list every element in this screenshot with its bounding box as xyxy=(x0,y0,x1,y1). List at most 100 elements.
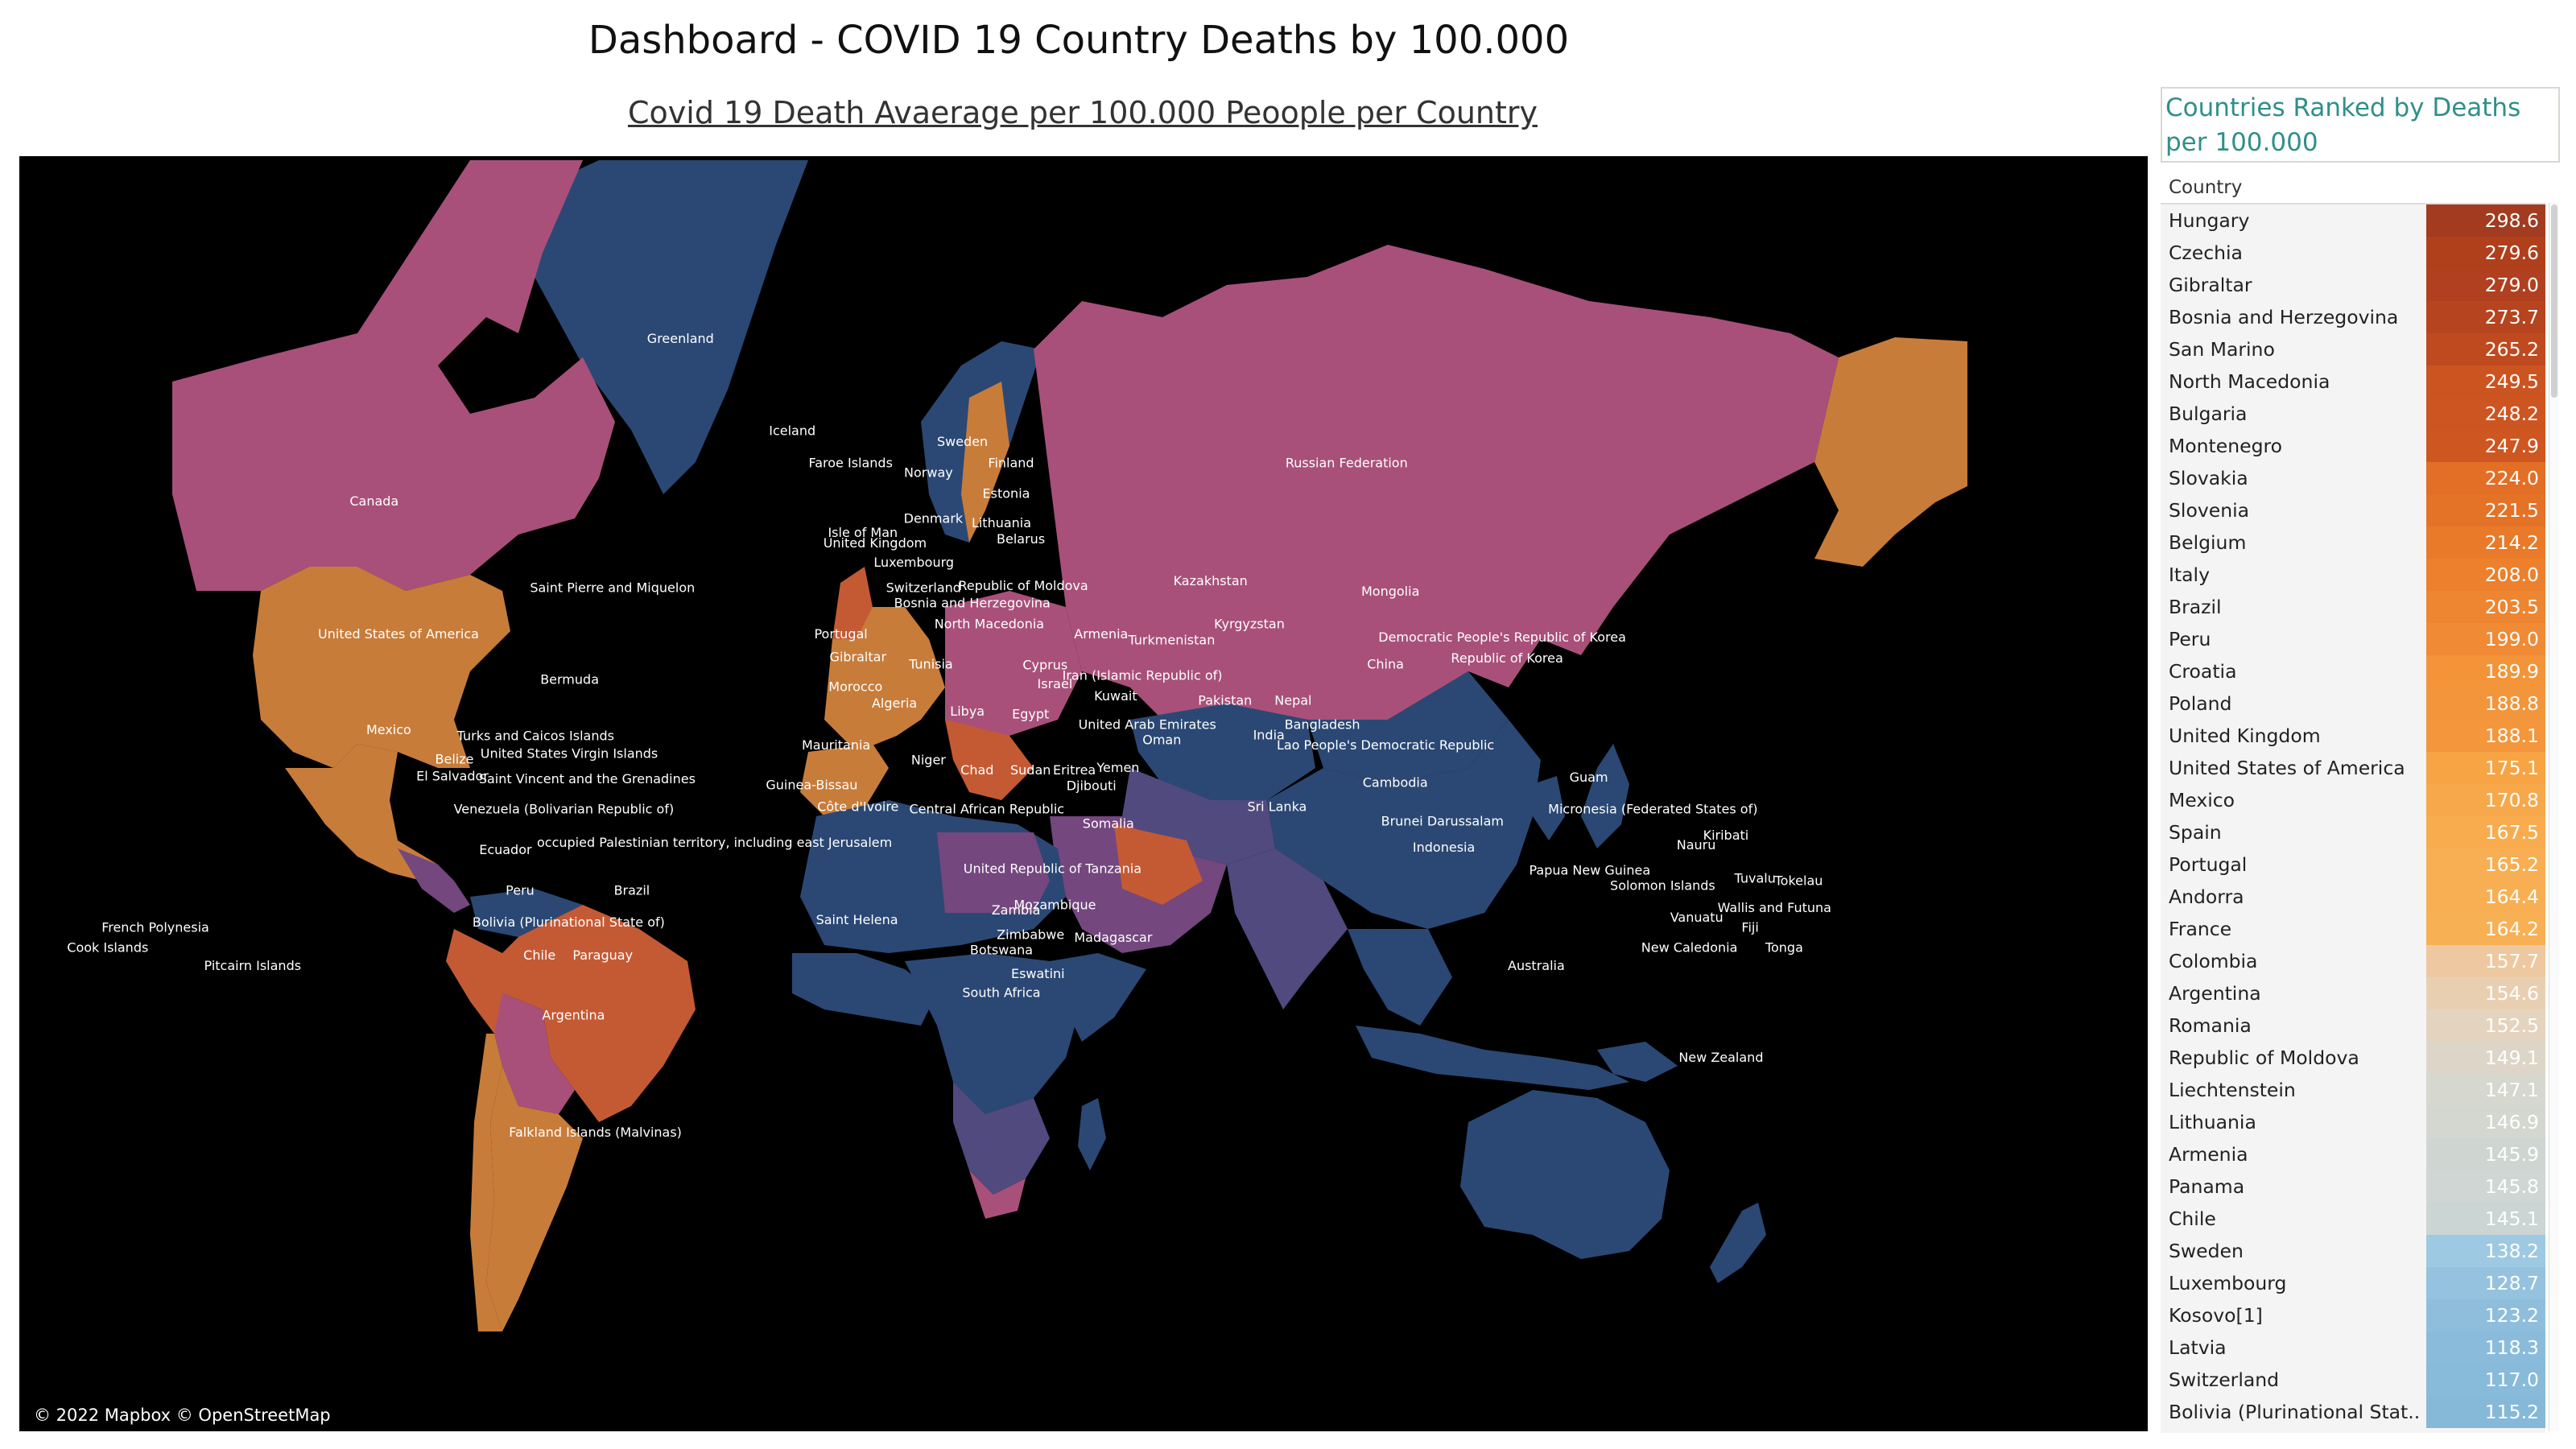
balkans-shape[interactable] xyxy=(945,720,1034,800)
korea-shape[interactable] xyxy=(1533,776,1565,840)
ranking-row[interactable]: France 164.2 xyxy=(2161,913,2545,945)
country-label: Mauritania xyxy=(802,737,870,753)
world-map[interactable]: Greenland Canada Iceland Faroe Islands Swede… xyxy=(19,156,2148,1431)
country-label: Lithuania xyxy=(972,515,1031,530)
ranking-row[interactable]: Switzerland 117.0 xyxy=(2161,1364,2545,1396)
horn-africa-shape[interactable] xyxy=(1050,953,1146,1042)
ranking-row[interactable]: Slovenia 221.5 xyxy=(2161,494,2545,526)
ranking-row[interactable]: Mexico 170.8 xyxy=(2161,784,2545,816)
uk-shape[interactable] xyxy=(832,567,873,639)
ranking-death-value: 146.9 xyxy=(2426,1106,2545,1138)
brazil-shape[interactable] xyxy=(502,905,696,1122)
ranking-row[interactable]: Peru 199.0 xyxy=(2161,623,2545,655)
ranking-row[interactable]: Montenegro 247.9 xyxy=(2161,430,2545,462)
ranking-row[interactable]: Portugal 165.2 xyxy=(2161,848,2545,881)
ranking-scrollbar[interactable] xyxy=(2549,203,2559,1431)
ranking-row[interactable]: Spain 167.5 xyxy=(2161,816,2545,848)
ranking-row[interactable]: Hungary 298.6 xyxy=(2161,204,2545,237)
map-attribution[interactable]: © 2022 Mapbox © OpenStreetMap xyxy=(29,1404,336,1426)
ranking-row[interactable]: Belgium 214.2 xyxy=(2161,526,2545,559)
south-africa-shape[interactable] xyxy=(969,1170,1026,1219)
map-title: Covid 19 Death Avaerage per 100.000 Peoo… xyxy=(627,95,1538,130)
ranking-death-value: 224.0 xyxy=(2426,462,2545,494)
ranking-row[interactable]: Gibraltar 279.0 xyxy=(2161,269,2545,301)
ranking-country-name: Armenia xyxy=(2169,1143,2248,1166)
ranking-row[interactable]: Romania 152.5 xyxy=(2161,1009,2545,1042)
ranking-row[interactable]: Bosnia and Herzegovina 273.7 xyxy=(2161,301,2545,333)
ranking-row[interactable]: United States of America 175.1 xyxy=(2161,752,2545,784)
ranking-row[interactable]: United Kingdom 188.1 xyxy=(2161,720,2545,752)
ranking-row[interactable]: Italy 208.0 xyxy=(2161,559,2545,591)
country-column-header[interactable]: Country xyxy=(2169,177,2243,198)
southern-africa-shape[interactable] xyxy=(953,1082,1050,1195)
iran-shape[interactable] xyxy=(1114,824,1203,905)
ranking-row[interactable]: Croatia 189.9 xyxy=(2161,655,2545,687)
ranking-row[interactable]: Bulgaria 248.2 xyxy=(2161,398,2545,430)
country-label: Kuwait xyxy=(1094,688,1137,704)
australia-shape[interactable] xyxy=(1460,1090,1670,1259)
russia-shape[interactable] xyxy=(1034,245,1839,720)
india-shape[interactable] xyxy=(1227,848,1348,1009)
china-shape[interactable] xyxy=(1267,720,1541,929)
country-label: Micronesia (Federated States of) xyxy=(1548,801,1757,816)
country-label: Israel xyxy=(1038,676,1073,691)
canada-shape[interactable] xyxy=(172,160,615,591)
usa-shape[interactable] xyxy=(253,567,510,768)
ranking-row[interactable]: Chile 145.1 xyxy=(2161,1203,2545,1235)
chile-shape[interactable] xyxy=(470,1034,502,1331)
ranking-row[interactable]: North Macedonia 249.5 xyxy=(2161,365,2545,398)
alaska-shape[interactable] xyxy=(1814,337,1967,567)
ranking-country-name: Kosovo[1] xyxy=(2169,1304,2263,1327)
ranking-row[interactable]: Brazil 203.5 xyxy=(2161,591,2545,623)
central-america-shape[interactable] xyxy=(398,848,470,913)
ranking-row[interactable]: Sweden 138.2 xyxy=(2161,1235,2545,1267)
mexico-shape[interactable] xyxy=(285,744,438,881)
western-europe-shape[interactable] xyxy=(824,607,945,752)
ranking-row[interactable]: Armenia 145.9 xyxy=(2161,1138,2545,1170)
ranking-country-name: Portugal xyxy=(2169,853,2248,876)
ranking-row[interactable]: Slovakia 224.0 xyxy=(2161,462,2545,494)
southeast-asia-shape[interactable] xyxy=(1348,929,1452,1026)
central-africa-shape[interactable] xyxy=(905,953,1082,1114)
country-label: Iran (Islamic Republic of) xyxy=(1063,668,1223,683)
ranking-row[interactable]: Liechtenstein 147.1 xyxy=(2161,1074,2545,1106)
ranking-row[interactable]: San Marino 265.2 xyxy=(2161,333,2545,365)
ranking-row[interactable]: Lithuania 146.9 xyxy=(2161,1106,2545,1138)
ranking-row[interactable]: Bolivia (Plurinational Stat.. 115.2 xyxy=(2161,1396,2545,1428)
ranking-death-value: 273.7 xyxy=(2426,301,2545,333)
ranking-row[interactable]: Luxembourg 128.7 xyxy=(2161,1267,2545,1299)
ranking-row[interactable]: Latvia 118.3 xyxy=(2161,1331,2545,1364)
map-canvas[interactable]: Greenland Canada Iceland Faroe Islands Swede… xyxy=(19,156,2148,1431)
libya-egypt-shape[interactable] xyxy=(937,832,1050,913)
west-africa-shape[interactable] xyxy=(792,953,937,1026)
country-label: Zambia xyxy=(992,902,1041,918)
ranking-row[interactable]: Kosovo[1] 123.2 xyxy=(2161,1299,2545,1331)
ranking-row[interactable]: Republic of Moldova 149.1 xyxy=(2161,1042,2545,1074)
ranking-table[interactable]: Hungary 298.6 Czechia 279.6 Gibraltar 279.0 Bo… xyxy=(2161,203,2545,1433)
ranking-row[interactable]: Panama 145.8 xyxy=(2161,1170,2545,1203)
bolivia-paraguay-shape[interactable] xyxy=(494,993,575,1114)
new-zealand-shape[interactable] xyxy=(1710,1203,1766,1283)
ranking-row[interactable]: Argentina 154.6 xyxy=(2161,977,2545,1009)
png-shape[interactable] xyxy=(1597,1042,1678,1082)
mongolia-shape[interactable] xyxy=(1307,671,1509,784)
sweden-shape[interactable] xyxy=(961,382,1009,543)
country-label: Tunisia xyxy=(908,656,953,671)
argentina-shape[interactable] xyxy=(486,1066,583,1331)
madagascar-shape[interactable] xyxy=(1078,1098,1106,1170)
eastern-europe-shape[interactable] xyxy=(945,591,1082,752)
ranking-row[interactable]: Colombia 157.7 xyxy=(2161,945,2545,977)
greenland-shape[interactable] xyxy=(502,160,808,494)
scrollbar-thumb[interactable] xyxy=(2551,204,2557,398)
indonesia-shape[interactable] xyxy=(1356,1026,1629,1090)
country-label-layer: Greenland Canada Iceland Faroe Islands Swede… xyxy=(67,331,1831,1140)
iberia-shape[interactable] xyxy=(800,744,889,816)
japan-shape[interactable] xyxy=(1581,744,1629,848)
ranking-row[interactable]: Czechia 279.6 xyxy=(2161,237,2545,269)
kazakhstan-shape[interactable] xyxy=(1130,704,1315,800)
country-label: New Caledonia xyxy=(1641,940,1738,956)
country-label: Gibraltar xyxy=(830,650,887,665)
ranking-row[interactable]: Andorra 164.4 xyxy=(2161,881,2545,913)
country-label: Sudan xyxy=(1010,762,1051,778)
ranking-row[interactable]: Poland 188.8 xyxy=(2161,687,2545,720)
